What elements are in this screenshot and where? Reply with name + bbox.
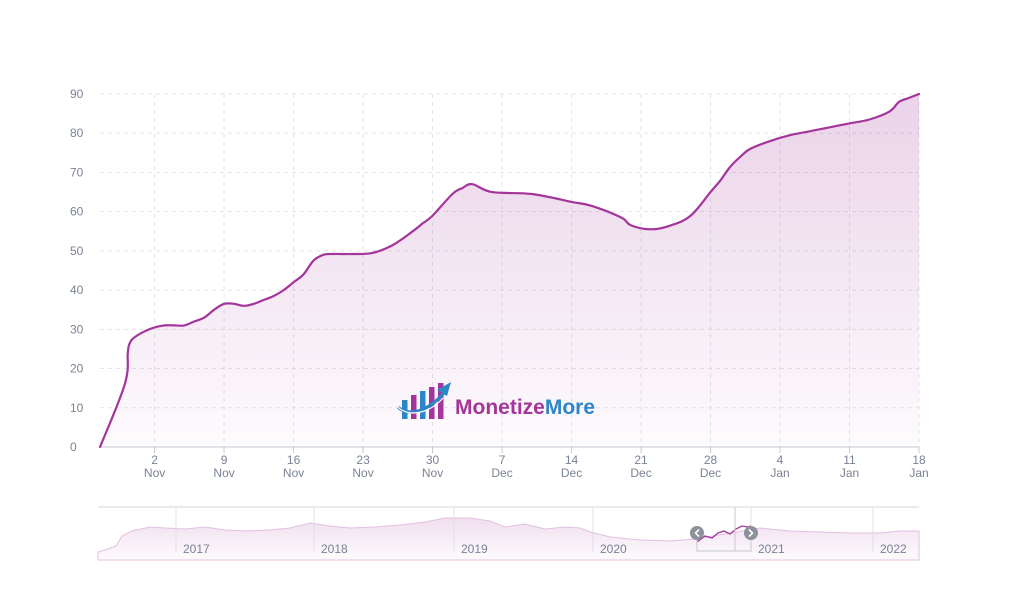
- navigator-selection-outline: [696, 533, 752, 552]
- x-tick-label: 18: [912, 453, 926, 467]
- navigator-years: 2017 2018 2019 2020 2021 2022: [175, 507, 907, 556]
- x-tick-label: 30: [426, 453, 440, 467]
- y-tick-label: 0: [70, 440, 77, 454]
- x-tick-label-month: Nov: [283, 466, 304, 480]
- navigator-left-handle[interactable]: [690, 526, 704, 540]
- x-tick-label-month: Jan: [909, 466, 928, 480]
- x-tick-label-month: Nov: [422, 466, 443, 480]
- y-tick-label: 70: [70, 165, 84, 179]
- series-area: [100, 94, 919, 447]
- x-tick-label-month: Nov: [213, 466, 234, 480]
- navigator-year-label: 2022: [880, 542, 907, 556]
- x-tick-label: 28: [704, 453, 718, 467]
- x-tick-label-month: Nov: [144, 466, 165, 480]
- x-tick-label-month: Dec: [700, 466, 721, 480]
- y-tick-label: 20: [70, 362, 84, 376]
- y-axis: 0 10 20 30 40 50 60 70 80 90: [70, 87, 84, 454]
- x-tick-label-month: Jan: [770, 466, 789, 480]
- navigator-right-handle[interactable]: [744, 526, 758, 540]
- y-tick-label: 90: [70, 87, 84, 101]
- navigator-year-label: 2019: [461, 542, 488, 556]
- navigator-year-label: 2017: [183, 542, 210, 556]
- chevron-left-icon: [694, 528, 700, 538]
- logo-word-more: More: [545, 396, 595, 419]
- x-tick-label: 7: [499, 453, 506, 467]
- y-tick-label: 10: [70, 401, 84, 415]
- chevron-right-icon: [748, 528, 754, 538]
- navigator-year-label: 2018: [321, 542, 348, 556]
- x-tick-label: 21: [634, 453, 648, 467]
- x-axis: 2Nov9Nov16Nov23Nov30Nov7Dec14Dec21Dec28D…: [100, 446, 929, 480]
- navigator-year-label: 2021: [758, 542, 785, 556]
- x-tick-label: 4: [777, 453, 784, 467]
- x-tick-label: 16: [287, 453, 301, 467]
- x-tick-label-month: Dec: [491, 466, 512, 480]
- logo-word-monetize: Monetize: [455, 396, 545, 419]
- x-tick-label: 9: [221, 453, 228, 467]
- y-tick-label: 60: [70, 205, 84, 219]
- series-line: [98, 92, 921, 449]
- y-tick-label: 30: [70, 322, 84, 336]
- navigator-year-label: 2020: [600, 542, 627, 556]
- x-tick-label-month: Jan: [840, 466, 859, 480]
- x-tick-label-month: Nov: [352, 466, 373, 480]
- y-tick-label: 50: [70, 244, 84, 258]
- navigator[interactable]: 2017 2018 2019 2020 2021 2022: [97, 506, 920, 561]
- bar-chart-icon: [396, 382, 451, 419]
- x-tick-label-month: Dec: [630, 466, 651, 480]
- logo-text: MonetizeMore: [455, 396, 595, 419]
- y-tick-label: 40: [70, 283, 84, 297]
- navigator-area: [97, 517, 920, 561]
- x-tick-label: 11: [843, 453, 856, 467]
- x-tick-label: 23: [356, 453, 370, 467]
- y-tick-label: 80: [70, 126, 84, 140]
- monetizemore-logo: MonetizeMore: [396, 382, 595, 419]
- x-tick-label: 14: [565, 453, 579, 467]
- x-tick-label-month: Dec: [561, 466, 582, 480]
- x-tick-label: 2: [151, 453, 158, 467]
- navigator-selected-line: [696, 525, 752, 543]
